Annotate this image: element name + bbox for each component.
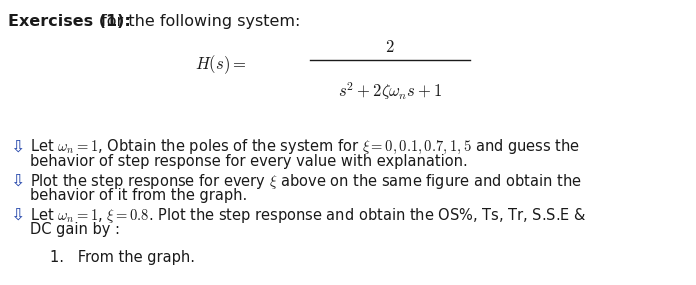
- Text: $s^2 + 2\zeta\omega_n s + 1$: $s^2 + 2\zeta\omega_n s + 1$: [338, 80, 442, 102]
- Text: $H(s) =$: $H(s) =$: [195, 54, 246, 76]
- Text: behavior of it from the graph.: behavior of it from the graph.: [30, 188, 247, 203]
- Text: behavior of step response for every value with explanation.: behavior of step response for every valu…: [30, 154, 468, 169]
- Text: $2$: $2$: [386, 38, 395, 56]
- Text: 1.   From the graph.: 1. From the graph.: [50, 250, 195, 265]
- Text: Let $\omega_n = 1$, Obtain the poles of the system for $\xi = 0, 0.1, 0.7, 1, 5$: Let $\omega_n = 1$, Obtain the poles of …: [30, 138, 580, 156]
- Text: Let $\omega_n = 1$, $\xi = 0.8$. Plot the step response and obtain the OS%, Ts, : Let $\omega_n = 1$, $\xi = 0.8$. Plot th…: [30, 206, 587, 225]
- Text: Plot the step response for every $\xi$ above on the same figure and obtain the: Plot the step response for every $\xi$ a…: [30, 172, 582, 191]
- Text: DC gain by :: DC gain by :: [30, 222, 120, 237]
- Text: ⇩: ⇩: [10, 172, 24, 190]
- Text: Exercises (1):: Exercises (1):: [8, 14, 131, 29]
- Text: ⇩: ⇩: [10, 138, 24, 156]
- Text: for the following system:: for the following system:: [96, 14, 301, 29]
- Text: ⇩: ⇩: [10, 206, 24, 224]
